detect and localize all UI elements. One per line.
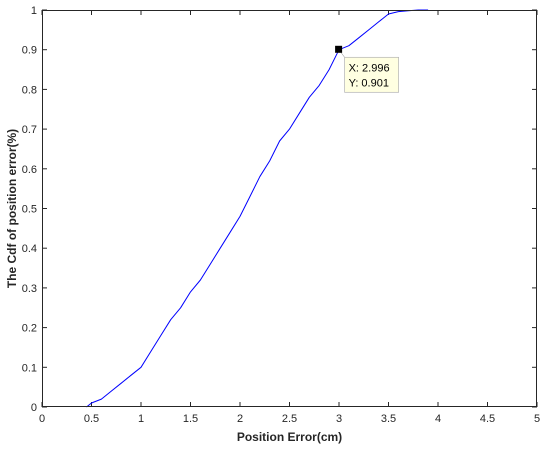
- series-layer: [86, 9, 429, 408]
- y-tick-label: 1: [31, 5, 37, 17]
- y-tick-label: 0.2: [22, 323, 37, 335]
- x-tick-label: 3: [336, 413, 342, 425]
- plot-frame: [42, 10, 537, 407]
- y-tick-label: 0.9: [22, 45, 37, 57]
- y-tick-label: 0.1: [22, 362, 37, 374]
- y-tick-label: 0.4: [22, 243, 37, 255]
- y-tick-label: 0: [31, 402, 37, 414]
- y-tick-label: 0.3: [22, 283, 37, 295]
- x-tick-label: 1: [138, 413, 144, 425]
- x-axis-label: Position Error(cm): [237, 430, 342, 444]
- series-line-0: [86, 9, 429, 408]
- y-tick-label: 0.6: [22, 164, 37, 176]
- data-tip-x-text: X: 2.996: [349, 62, 390, 74]
- y-axis-label: The Cdf of position error(%): [5, 129, 19, 288]
- x-tick-label: 2.5: [282, 413, 297, 425]
- data-tip-y-text: Y: 0.901: [349, 77, 389, 89]
- data-tip-box: [344, 56, 399, 93]
- y-tick-label: 0.7: [22, 124, 37, 136]
- data-tip-marker[interactable]: [335, 45, 343, 53]
- x-tick-label: 4.5: [480, 413, 495, 425]
- y-tick-label: 0.8: [22, 84, 37, 96]
- plot-area: [42, 10, 537, 407]
- x-tick-label: 5: [534, 413, 540, 425]
- x-tick-label: 2: [237, 413, 243, 425]
- x-tick-label: 1.5: [183, 413, 198, 425]
- x-tick-label: 3.5: [381, 413, 396, 425]
- x-tick-label: 0: [39, 413, 45, 425]
- data-tip[interactable]: X: 2.996 Y: 0.901: [335, 45, 399, 93]
- x-tick-label: 0.5: [84, 413, 99, 425]
- x-tick-label: 4: [435, 413, 441, 425]
- axis-ticks: 0 0.5 1 1.5 2 2.5 3 3.5 4 4.5 5 0 0.1 0.2 0.3 0.4 0.5 0.6…: [22, 5, 540, 425]
- y-tick-label: 0.5: [22, 204, 37, 216]
